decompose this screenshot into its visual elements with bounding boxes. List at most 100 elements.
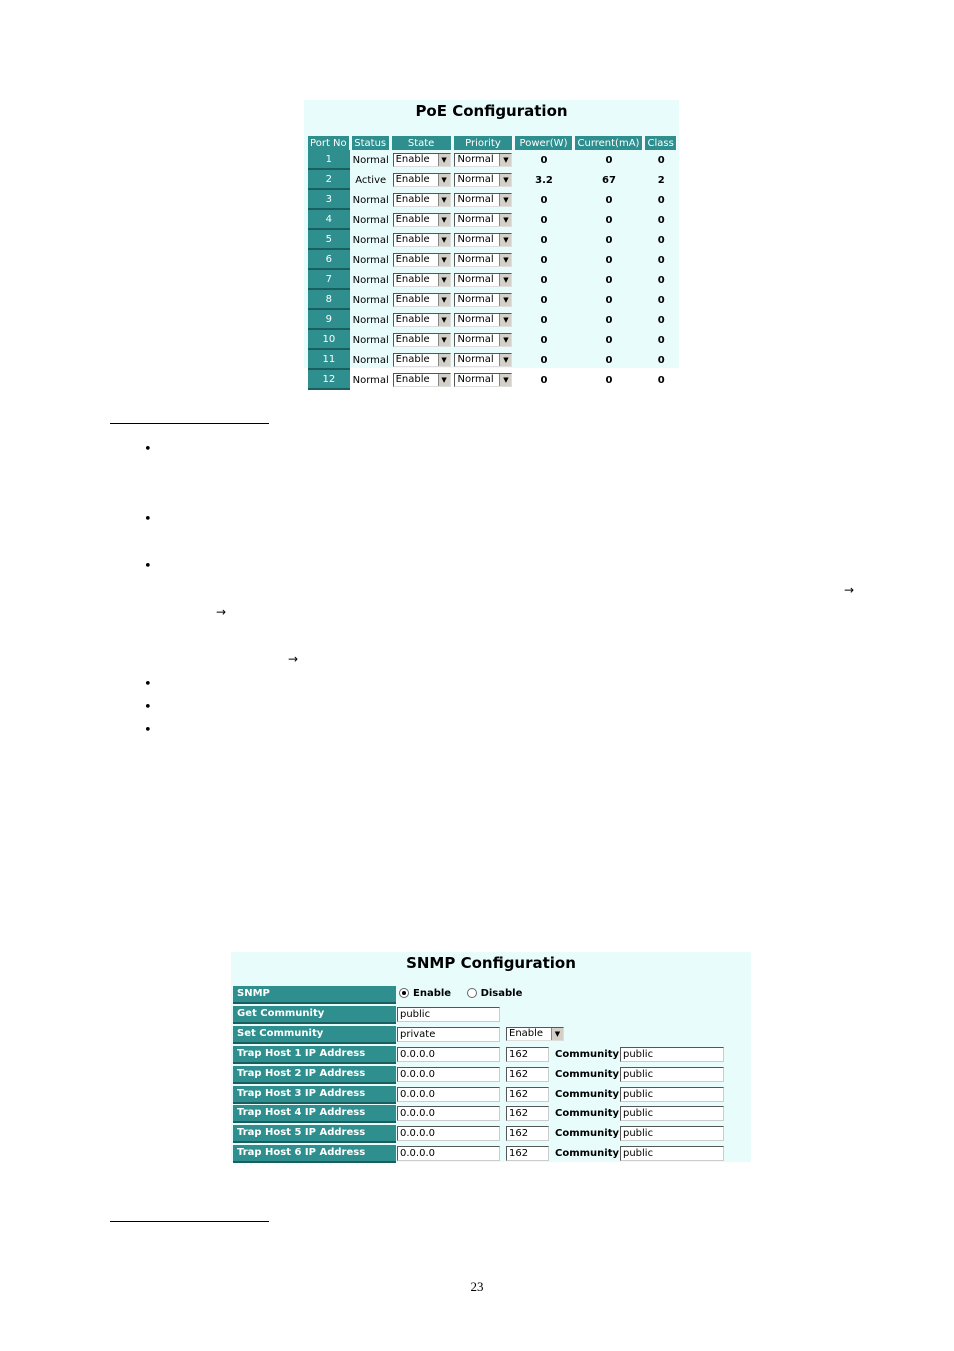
poe-row: 10 Normal Enable ▼ Normal ▼ 0 0 0 xyxy=(308,330,677,350)
trap-host-ip-input[interactable]: 0.0.0.0 xyxy=(397,1047,500,1062)
state-value: Enable xyxy=(395,314,430,325)
priority-select[interactable]: Normal ▼ xyxy=(454,173,513,187)
trap-host-community-input[interactable]: public xyxy=(620,1126,724,1142)
port-number: 7 xyxy=(308,270,350,290)
port-number: 2 xyxy=(308,170,350,190)
trap-host-port-input[interactable]: 162 xyxy=(506,1086,549,1102)
class-value: 0 xyxy=(657,214,665,226)
port-status: Normal xyxy=(352,374,389,386)
get-community-input[interactable]: public xyxy=(397,1007,500,1022)
chevron-down-icon: ▼ xyxy=(437,334,450,346)
trap-host-community-input[interactable]: public xyxy=(620,1086,724,1102)
priority-value: Normal xyxy=(457,274,494,285)
state-value: Enable xyxy=(395,334,430,345)
state-select[interactable]: Enable ▼ xyxy=(392,313,451,327)
bullet-marker: • xyxy=(144,723,152,738)
set-community-input[interactable]: private xyxy=(397,1027,500,1042)
poe-row: 6 Normal Enable ▼ Normal ▼ 0 0 0 xyxy=(308,250,677,270)
priority-value: Normal xyxy=(457,334,494,345)
state-value: Enable xyxy=(395,234,430,245)
state-select[interactable]: Enable ▼ xyxy=(392,153,451,167)
priority-value: Normal xyxy=(457,234,494,245)
state-select[interactable]: Enable ▼ xyxy=(392,353,451,367)
chevron-down-icon: ▼ xyxy=(499,294,512,306)
class-value: 0 xyxy=(657,274,665,286)
snmp-enable-radio[interactable] xyxy=(399,988,409,998)
trap-host-port-input[interactable]: 162 xyxy=(506,1106,549,1122)
col-state: State xyxy=(391,136,452,150)
priority-select[interactable]: Normal ▼ xyxy=(454,373,513,387)
port-number: 3 xyxy=(308,190,350,210)
col-class: Class xyxy=(645,136,677,150)
port-status: Normal xyxy=(352,314,389,326)
state-select[interactable]: Enable ▼ xyxy=(392,293,451,307)
priority-select[interactable]: Normal ▼ xyxy=(454,353,513,367)
section-rule xyxy=(110,1221,269,1222)
state-cell: Enable ▼ xyxy=(392,210,452,230)
set-community-row: Set Community private Enable ▼ xyxy=(233,1026,749,1044)
port-number: 8 xyxy=(308,290,350,310)
trap-host-ip-input[interactable]: 0.0.0.0 xyxy=(397,1146,500,1161)
priority-cell: Normal ▼ xyxy=(454,330,514,350)
chevron-down-icon: ▼ xyxy=(499,314,512,326)
page-number: 23 xyxy=(470,1279,484,1294)
trap-host-community-input[interactable]: public xyxy=(620,1047,724,1062)
priority-value: Normal xyxy=(457,174,494,185)
state-select[interactable]: Enable ▼ xyxy=(392,373,451,387)
trap-host-port-input[interactable]: 162 xyxy=(506,1066,549,1082)
trap-host-ip-input[interactable]: 0.0.0.0 xyxy=(397,1066,500,1082)
trap-host-row: Trap Host 2 IP Address 0.0.0.0 162 Communit… xyxy=(233,1065,749,1084)
chevron-down-icon: ▼ xyxy=(437,154,450,166)
trap-host-port-input[interactable]: 162 xyxy=(506,1146,549,1161)
priority-select[interactable]: Normal ▼ xyxy=(454,313,513,327)
state-select[interactable]: Enable ▼ xyxy=(392,233,451,247)
trap-host-port-input[interactable]: 162 xyxy=(506,1126,549,1142)
state-select[interactable]: Enable ▼ xyxy=(392,173,451,187)
priority-select[interactable]: Normal ▼ xyxy=(454,273,513,287)
current-value: 0 xyxy=(605,334,613,346)
power-value: 3.2 xyxy=(535,174,553,186)
state-cell: Enable ▼ xyxy=(392,190,452,210)
state-select[interactable]: Enable ▼ xyxy=(392,213,451,227)
snmp-disable-radio[interactable] xyxy=(466,988,477,998)
trap-host-community-input[interactable]: public xyxy=(620,1146,724,1161)
power-value: 0 xyxy=(540,294,548,306)
state-select[interactable]: Enable ▼ xyxy=(392,253,451,267)
trap-host-ip-input[interactable]: 0.0.0.0 xyxy=(397,1106,500,1122)
power-value: 0 xyxy=(540,354,548,366)
community-label: Community xyxy=(555,1148,620,1159)
priority-select[interactable]: Normal ▼ xyxy=(454,153,513,167)
power-value: 0 xyxy=(540,194,548,206)
trap-host-ip-input[interactable]: 0.0.0.0 xyxy=(397,1086,500,1102)
trap-host-port-input[interactable]: 162 xyxy=(506,1047,549,1062)
trap-host-row: Trap Host 3 IP Address 0.0.0.0 162 Communit… xyxy=(233,1085,749,1104)
chevron-down-icon: ▼ xyxy=(499,374,512,386)
state-select[interactable]: Enable ▼ xyxy=(392,193,451,207)
state-cell: Enable ▼ xyxy=(392,270,452,290)
trap-host-ip-input[interactable]: 0.0.0.0 xyxy=(397,1126,500,1142)
priority-select[interactable]: Normal ▼ xyxy=(454,253,513,267)
chevron-down-icon: ▼ xyxy=(437,354,450,366)
priority-select[interactable]: Normal ▼ xyxy=(454,193,513,207)
priority-select[interactable]: Normal ▼ xyxy=(454,333,513,347)
arrow-icon: → xyxy=(288,652,299,666)
priority-select[interactable]: Normal ▼ xyxy=(454,293,513,307)
trap-host-community-input[interactable]: public xyxy=(620,1066,724,1082)
chevron-down-icon: ▼ xyxy=(499,234,512,246)
priority-cell: Normal ▼ xyxy=(454,290,514,310)
community-label: Community xyxy=(555,1049,620,1060)
state-cell: Enable ▼ xyxy=(392,170,452,190)
bullet-marker: • xyxy=(144,559,152,574)
chevron-down-icon: ▼ xyxy=(437,174,450,186)
trap-host-community-input[interactable]: public xyxy=(620,1106,724,1122)
priority-select[interactable]: Normal ▼ xyxy=(454,233,513,247)
col-power: Power(W) xyxy=(515,136,573,150)
set-community-state-select[interactable]: Enable ▼ xyxy=(506,1027,564,1041)
current-value: 67 xyxy=(602,174,616,186)
state-select[interactable]: Enable ▼ xyxy=(392,273,451,287)
priority-select[interactable]: Normal ▼ xyxy=(454,213,513,227)
community-label: Community xyxy=(555,1068,620,1080)
state-cell: Enable ▼ xyxy=(392,350,452,370)
port-number: 11 xyxy=(308,350,350,370)
state-select[interactable]: Enable ▼ xyxy=(392,333,451,347)
